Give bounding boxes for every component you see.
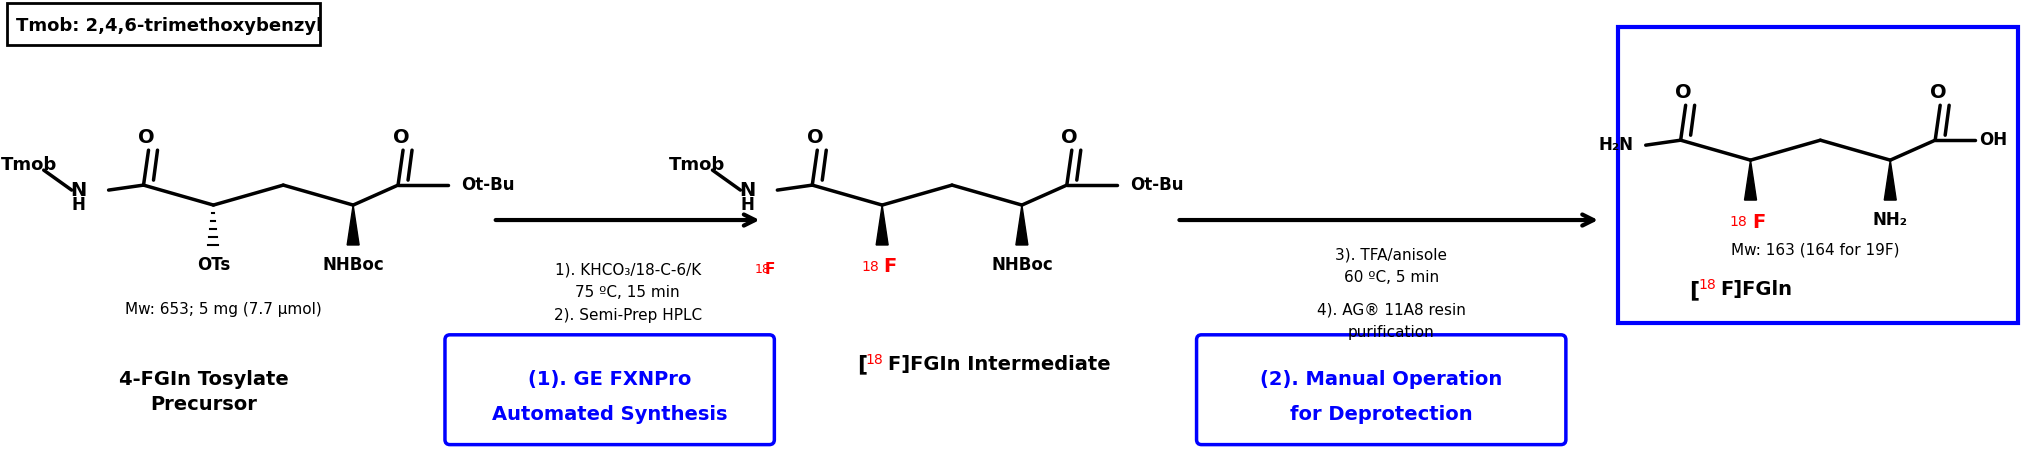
Text: for Deprotection: for Deprotection xyxy=(1289,405,1472,424)
Text: Tmob: 2,4,6-trimethoxybenzyl: Tmob: 2,4,6-trimethoxybenzyl xyxy=(16,18,323,35)
Text: Automated Synthesis: Automated Synthesis xyxy=(491,405,727,424)
Text: 1). KHCO₃/18-C-6/K: 1). KHCO₃/18-C-6/K xyxy=(554,263,700,278)
Text: Tmob: Tmob xyxy=(0,156,57,174)
Polygon shape xyxy=(875,205,887,245)
Text: OH: OH xyxy=(1977,131,2006,149)
Polygon shape xyxy=(1015,205,1027,245)
Text: F]FGIn Intermediate: F]FGIn Intermediate xyxy=(887,355,1110,374)
Text: H: H xyxy=(71,196,85,214)
Text: OTs: OTs xyxy=(197,256,229,274)
Text: Precursor: Precursor xyxy=(150,395,256,414)
Text: 18: 18 xyxy=(1697,278,1715,292)
Text: H: H xyxy=(741,196,753,214)
Text: 75 ºC, 15 min: 75 ºC, 15 min xyxy=(574,285,680,300)
Text: 4). AG® 11A8 resin: 4). AG® 11A8 resin xyxy=(1315,302,1466,317)
Text: H₂N: H₂N xyxy=(1598,136,1632,154)
Polygon shape xyxy=(1744,160,1756,200)
Text: Tmob: Tmob xyxy=(670,156,725,174)
Text: [: [ xyxy=(1689,280,1699,300)
Text: 18: 18 xyxy=(753,263,769,276)
FancyBboxPatch shape xyxy=(6,3,321,45)
Text: F: F xyxy=(1752,212,1764,231)
Text: 3). TFA/anisole: 3). TFA/anisole xyxy=(1334,247,1447,263)
Text: 60 ºC, 5 min: 60 ºC, 5 min xyxy=(1344,271,1437,285)
Text: O: O xyxy=(1675,83,1691,102)
FancyBboxPatch shape xyxy=(1618,27,2018,323)
Text: Ot-Bu: Ot-Bu xyxy=(1129,176,1183,194)
FancyBboxPatch shape xyxy=(1196,335,1565,445)
Text: F: F xyxy=(883,257,897,276)
Text: O: O xyxy=(392,128,410,147)
Text: 18: 18 xyxy=(861,260,879,274)
Text: F: F xyxy=(763,263,773,278)
Text: 2). Semi-Prep HPLC: 2). Semi-Prep HPLC xyxy=(554,308,700,324)
Text: NH₂: NH₂ xyxy=(1872,211,1906,229)
FancyBboxPatch shape xyxy=(445,335,773,445)
Text: O: O xyxy=(806,128,824,147)
Text: (2). Manual Operation: (2). Manual Operation xyxy=(1259,370,1502,389)
Text: F]FGln: F]FGln xyxy=(1719,280,1792,299)
Text: (1). GE FXNPro: (1). GE FXNPro xyxy=(528,370,690,389)
Text: NHBoc: NHBoc xyxy=(323,256,384,274)
Text: NHBoc: NHBoc xyxy=(991,256,1052,274)
Text: N: N xyxy=(71,181,87,200)
Polygon shape xyxy=(1884,160,1896,200)
Text: 18: 18 xyxy=(865,353,883,367)
Text: [: [ xyxy=(857,355,867,375)
Text: N: N xyxy=(739,181,755,200)
Text: O: O xyxy=(1928,83,1945,102)
Text: Mw: 163 (164 for 19F): Mw: 163 (164 for 19F) xyxy=(1730,243,1898,257)
Text: Ot-Bu: Ot-Bu xyxy=(461,176,514,194)
Polygon shape xyxy=(347,205,359,245)
Text: O: O xyxy=(1062,128,1078,147)
Text: 4-FGIn Tosylate: 4-FGIn Tosylate xyxy=(118,370,288,389)
Text: 18: 18 xyxy=(1730,215,1746,229)
Text: O: O xyxy=(138,128,154,147)
Text: Mw: 653; 5 mg (7.7 μmol): Mw: 653; 5 mg (7.7 μmol) xyxy=(126,302,321,317)
Text: purification: purification xyxy=(1348,325,1433,340)
